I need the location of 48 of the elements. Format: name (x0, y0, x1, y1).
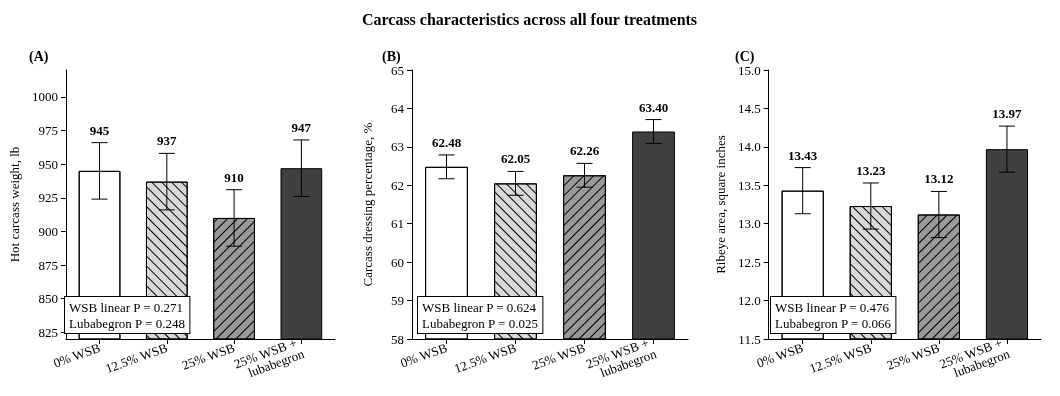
y-tick-label: 12.0 (737, 293, 761, 309)
y-tick-label: 975 (38, 123, 58, 139)
y-tick-label: 60 (391, 254, 404, 270)
y-tick-label: 64 (391, 100, 405, 116)
annotation: WSB linear P = 0.271 Lubabegron P = 0.248 (69, 299, 185, 331)
chart-subtitle: (C) (735, 48, 755, 65)
y-tick-label: 58 (391, 331, 404, 347)
y-axis-title: Ribeye area, square inches (713, 135, 728, 274)
x-tick-label: 12.5% WSB (452, 339, 519, 377)
annotation: WSB linear P = 0.624 Lubabegron P = 0.025 (422, 299, 538, 331)
x-tick-label: 12.5% WSB (807, 339, 874, 377)
data-label: 62.48 (431, 134, 462, 150)
data-label: 910 (224, 169, 244, 185)
data-label: 13.97 (992, 106, 1023, 122)
y-tick-label: 61 (391, 216, 404, 232)
y-tick-label: 950 (38, 156, 58, 172)
y-tick-label: 875 (38, 257, 58, 273)
data-label: 62.26 (569, 143, 600, 159)
y-tick-label: 62 (391, 177, 404, 193)
data-label: 62.05 (500, 151, 531, 167)
chart-subtitle: (A) (29, 48, 49, 65)
y-tick-label: 850 (38, 291, 58, 307)
data-label: 945 (89, 122, 110, 138)
y-tick-label: 825 (38, 324, 58, 340)
y-tick-label: 63 (391, 139, 404, 155)
data-label: 13.23 (856, 162, 886, 178)
y-tick-label: 925 (38, 190, 58, 206)
data-label: 13.43 (788, 147, 818, 163)
y-tick-label: 13.5 (737, 177, 761, 193)
y-tick-label: 12.5 (737, 254, 761, 270)
y-axis-title: Hot carcass weight, lb (7, 146, 22, 263)
y-tick-label: 11.5 (738, 331, 761, 347)
data-label: 63.40 (638, 99, 669, 115)
data-label: 13.12 (924, 171, 954, 187)
y-tick-label: 1000 (31, 89, 58, 105)
y-axis-title: Carcass dressing percentage, % (360, 122, 375, 287)
y-tick-label: 14.0 (737, 139, 761, 155)
data-label: 947 (291, 119, 312, 135)
chart-subtitle: (B) (382, 48, 401, 65)
y-tick-label: 59 (391, 293, 404, 309)
chart-title: Carcass characteristics across all four treatments (361, 10, 698, 28)
data-label: 937 (157, 133, 178, 149)
y-tick-label: 14.5 (737, 100, 761, 116)
x-tick-label: 12.5% WSB (103, 339, 170, 377)
annotation: WSB linear P = 0.476 Lubabegron P = 0.066 (775, 299, 892, 331)
y-tick-label: 900 (38, 223, 58, 239)
y-tick-label: 13.0 (737, 216, 761, 232)
x-tick-label: 0% WSB (51, 339, 103, 371)
